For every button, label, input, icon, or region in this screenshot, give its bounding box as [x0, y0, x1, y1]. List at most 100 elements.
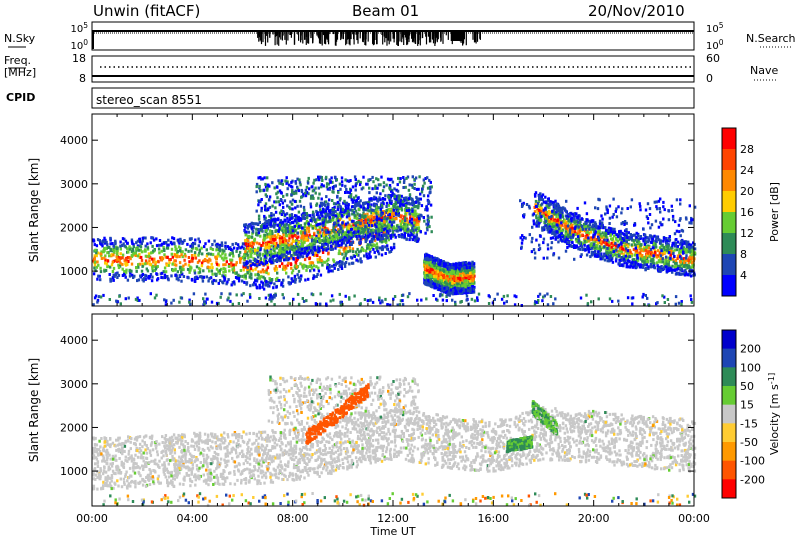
power-cell [447, 271, 450, 275]
nsky-dropout [362, 32, 364, 42]
power-cell [450, 263, 453, 267]
power-cell [390, 215, 394, 219]
power-cell [261, 281, 265, 285]
power-cell [155, 272, 158, 276]
power-cell [365, 255, 369, 258]
nsky-dropout [432, 32, 435, 44]
power-cell [157, 260, 160, 264]
nsky-dropout [260, 32, 263, 45]
power-cell [454, 262, 458, 266]
power-cell [191, 259, 194, 263]
nsky-dropout [318, 32, 321, 44]
power-cell [207, 252, 210, 256]
power-cell [243, 254, 246, 258]
power-cell [372, 228, 375, 232]
power-cell [130, 240, 134, 244]
power-cell [152, 249, 155, 253]
cpid-frame [91, 87, 695, 109]
power-cell [404, 223, 408, 227]
power-cell [602, 226, 605, 230]
power-cell [372, 237, 376, 241]
power-cell [182, 268, 185, 272]
power-cell [154, 263, 157, 267]
power-cell [223, 249, 226, 253]
power-cell [377, 226, 380, 230]
power-cell [147, 252, 151, 256]
power-cell [198, 240, 201, 244]
power-cell [278, 279, 281, 282]
nsky-dropout [308, 32, 310, 37]
power-cell [283, 236, 286, 240]
power-cell [667, 244, 670, 248]
power-cell [261, 285, 264, 289]
power-cell [164, 255, 167, 259]
power-cell [361, 223, 365, 227]
power-cell [264, 259, 268, 263]
power-cell [127, 250, 130, 254]
power-cell [140, 258, 144, 262]
nsky-dropout [317, 32, 319, 38]
power-cell [250, 251, 253, 255]
power-cell [612, 247, 615, 251]
nsky-dropout [399, 32, 401, 42]
power-cell [293, 239, 296, 243]
power-cell [412, 235, 416, 239]
power-cell [109, 265, 112, 269]
power-cell [693, 273, 696, 277]
nsky-dropout [325, 32, 327, 39]
power-cell [321, 263, 324, 267]
power-cell [329, 269, 333, 273]
power-cell [104, 254, 107, 258]
power-cell [387, 210, 390, 214]
power-cell [360, 235, 363, 239]
power-cell [252, 262, 255, 266]
power-cell [306, 214, 309, 218]
power-cell [162, 245, 165, 249]
power-cell [628, 248, 632, 252]
power-cell [332, 218, 335, 222]
power-cell [674, 272, 678, 276]
power-cell [449, 288, 453, 292]
power-cell [334, 233, 337, 237]
power-cell [130, 269, 133, 273]
power-cell [278, 235, 282, 238]
power-cell [385, 247, 389, 251]
power-cell [356, 247, 359, 251]
power-cell [96, 277, 99, 281]
power-cell [146, 246, 150, 250]
power-cell [436, 280, 439, 284]
power-cell [246, 242, 250, 246]
power-cell [469, 290, 472, 294]
power-cell [336, 215, 339, 219]
power-cell [359, 224, 362, 228]
power-cell [401, 227, 404, 231]
nsky-dropout [413, 32, 415, 43]
power-cell [605, 236, 609, 240]
power-cell [181, 241, 184, 245]
power-cell [96, 251, 100, 255]
nsky-dropout [282, 32, 284, 36]
power-cell [462, 287, 466, 291]
power-cell [179, 246, 182, 250]
power-cell [453, 286, 456, 290]
power-cell [116, 257, 119, 261]
power-cell [257, 260, 260, 263]
power-cell [265, 271, 268, 275]
power-cell [283, 240, 286, 244]
power-cell [245, 260, 248, 264]
power-cell [459, 284, 462, 288]
power-cells [92, 175, 697, 307]
power-cell [190, 254, 194, 257]
power-cell [460, 274, 463, 278]
power-cell [372, 235, 376, 239]
power-cell [132, 245, 135, 249]
power-cell [345, 231, 348, 235]
nsky-dropout [364, 32, 366, 45]
nsky-dropout [307, 32, 309, 44]
power-cell [158, 251, 161, 255]
power-cell [340, 267, 344, 270]
power-cell [398, 207, 401, 210]
power-cell [390, 207, 393, 211]
power-cell [258, 283, 261, 287]
nsky-dropout [269, 32, 271, 37]
